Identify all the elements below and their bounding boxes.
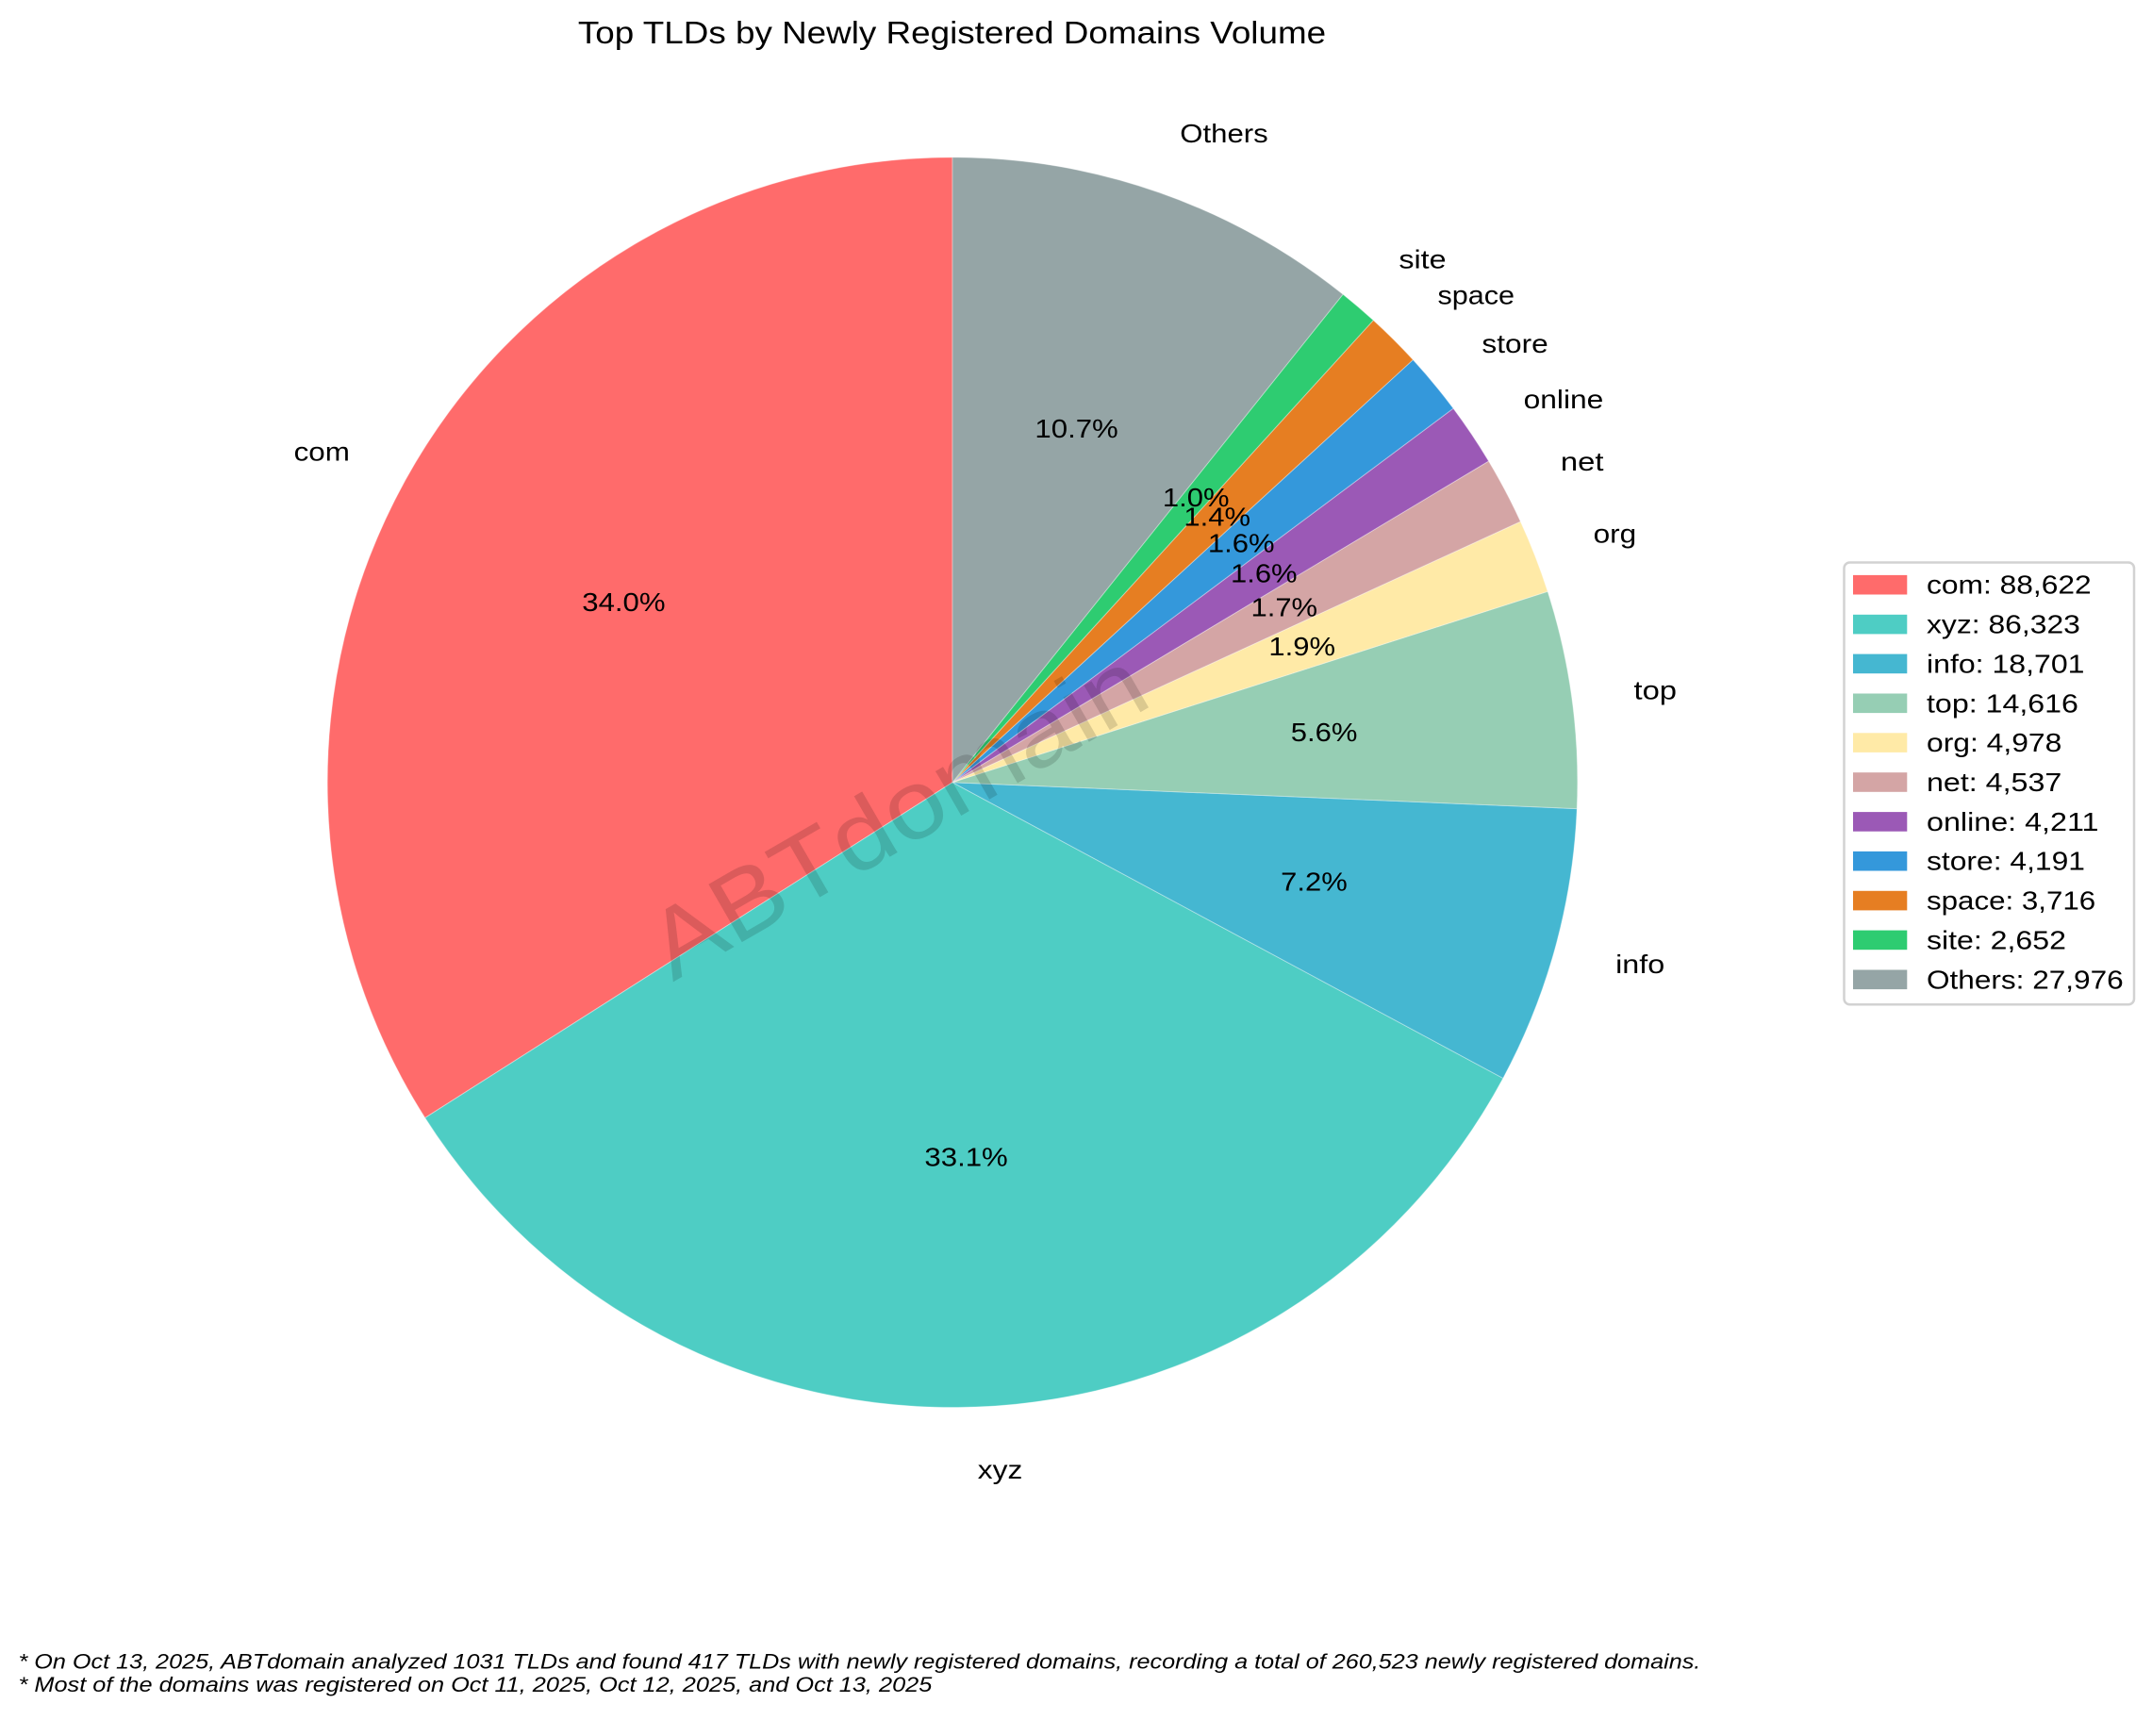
svg-text:net: net (1561, 447, 1604, 476)
svg-text:* On Oct 13, 2025, ABTdomain a: * On Oct 13, 2025, ABTdomain analyzed 10… (19, 1650, 1701, 1674)
svg-text:1.7%: 1.7% (1251, 593, 1318, 622)
svg-text:Others: 27,976: Others: 27,976 (1927, 965, 2124, 994)
svg-text:top: top (1634, 676, 1678, 705)
svg-text:store: 4,191: store: 4,191 (1927, 847, 2085, 876)
svg-text:1.6%: 1.6% (1231, 559, 1298, 588)
svg-text:xyz: 86,323: xyz: 86,323 (1927, 610, 2080, 639)
svg-text:1.0%: 1.0% (1163, 483, 1230, 512)
svg-text:1.9%: 1.9% (1268, 632, 1335, 661)
svg-text:34.0%: 34.0% (582, 587, 665, 617)
svg-text:org: org (1594, 519, 1637, 548)
svg-text:space: space (1438, 281, 1515, 310)
svg-text:10.7%: 10.7% (1035, 414, 1117, 443)
svg-text:xyz: xyz (978, 1455, 1023, 1484)
svg-text:7.2%: 7.2% (1281, 867, 1348, 896)
svg-text:info: 18,701: info: 18,701 (1927, 649, 2085, 678)
svg-text:info: info (1615, 950, 1664, 979)
svg-text:site: site (1399, 245, 1446, 274)
svg-text:top: 14,616: top: 14,616 (1927, 688, 2078, 718)
svg-text:net: 4,537: net: 4,537 (1927, 768, 2061, 797)
svg-text:store: store (1482, 329, 1548, 358)
svg-text:org: 4,978: org: 4,978 (1927, 728, 2061, 757)
svg-text:1.4%: 1.4% (1184, 503, 1250, 532)
svg-text:33.1%: 33.1% (924, 1143, 1007, 1172)
svg-text:5.6%: 5.6% (1291, 718, 1358, 747)
svg-text:Top TLDs by Newly Registered D: Top TLDs by Newly Registered Domains Vol… (578, 16, 1326, 51)
svg-text:com: 88,622: com: 88,622 (1927, 570, 2092, 600)
svg-text:site: 2,652: site: 2,652 (1927, 925, 2066, 954)
svg-text:online: online (1524, 385, 1604, 414)
svg-text:1.6%: 1.6% (1208, 529, 1275, 558)
svg-text:com: com (294, 437, 350, 466)
svg-text:space: 3,716: space: 3,716 (1927, 886, 2095, 916)
svg-text:online: 4,211: online: 4,211 (1927, 807, 2099, 836)
svg-text:Others: Others (1180, 119, 1267, 148)
svg-text:* Most of the domains was regi: * Most of the domains was registered on … (19, 1673, 934, 1696)
